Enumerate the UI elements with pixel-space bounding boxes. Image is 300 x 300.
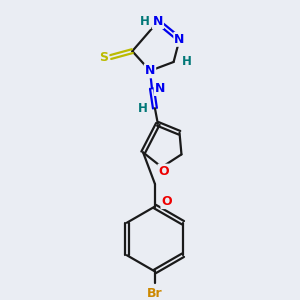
Text: N: N: [145, 64, 155, 77]
Text: H: H: [140, 15, 150, 28]
Text: H: H: [138, 102, 148, 115]
Text: O: O: [158, 165, 169, 178]
Text: S: S: [99, 50, 108, 64]
Text: N: N: [154, 82, 165, 95]
Text: N: N: [174, 33, 185, 46]
Text: H: H: [182, 56, 191, 68]
Text: N: N: [153, 15, 163, 28]
Text: Br: Br: [147, 286, 163, 300]
Text: O: O: [161, 195, 172, 208]
